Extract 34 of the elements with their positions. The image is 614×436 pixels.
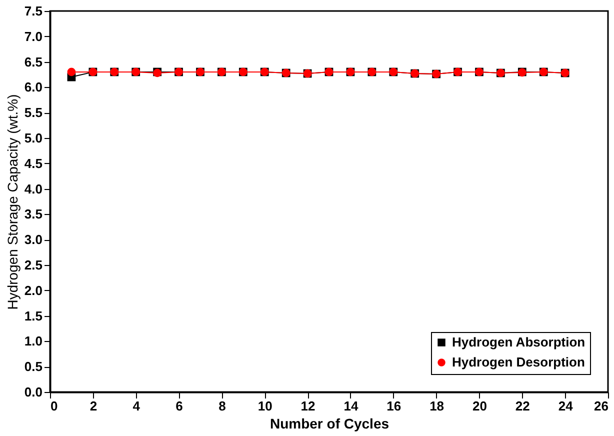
legend-label: Hydrogen Desorption [452, 354, 585, 370]
x-axis-title: Number of Cycles [270, 416, 390, 432]
y-tick-label: 2.0 [24, 282, 42, 298]
y-tick-label: 2.5 [24, 258, 42, 272]
x-tick-label: 22 [515, 398, 530, 414]
y-tick-label: 7.5 [24, 4, 42, 18]
x-tick-label: 2 [90, 398, 98, 414]
x-tick-label: 26 [594, 398, 608, 414]
x-tick-label: 4 [132, 398, 141, 414]
x-tick-label: 12 [300, 398, 316, 414]
y-tick-label: 5.0 [24, 130, 42, 146]
y-tick-label: 6.0 [24, 80, 42, 95]
x-tick-label: 10 [258, 398, 272, 414]
y-axis-title: Hydrogen Storage Capacity (wt.%) [4, 94, 20, 310]
x-tick-label: 20 [472, 398, 487, 414]
y-tick-label: 4.0 [24, 181, 42, 196]
y-tick-label: 3.0 [24, 232, 42, 248]
x-tick-label: 24 [558, 398, 574, 414]
y-tick-label: 0.5 [24, 359, 42, 374]
x-tick-label: 14 [344, 398, 359, 414]
y-tick-label: 1.5 [24, 308, 42, 324]
y-tick-label: 6.5 [24, 54, 42, 70]
y-tick-label: 1.0 [24, 334, 42, 349]
x-tick-label: 6 [176, 398, 183, 414]
x-tick-label: 8 [218, 398, 226, 414]
x-tick-label: 18 [430, 398, 444, 414]
x-tick-label: 0 [50, 398, 58, 414]
y-tick-label: 5.5 [24, 105, 42, 120]
y-tick-label: 7.0 [24, 28, 42, 44]
y-tick-label: 0.0 [24, 384, 42, 400]
x-tick-label: 16 [386, 398, 402, 414]
y-tick-label: 3.5 [24, 206, 42, 222]
legend-label: Hydrogen Absorption [452, 334, 586, 350]
y-tick-label: 4.5 [24, 156, 42, 171]
